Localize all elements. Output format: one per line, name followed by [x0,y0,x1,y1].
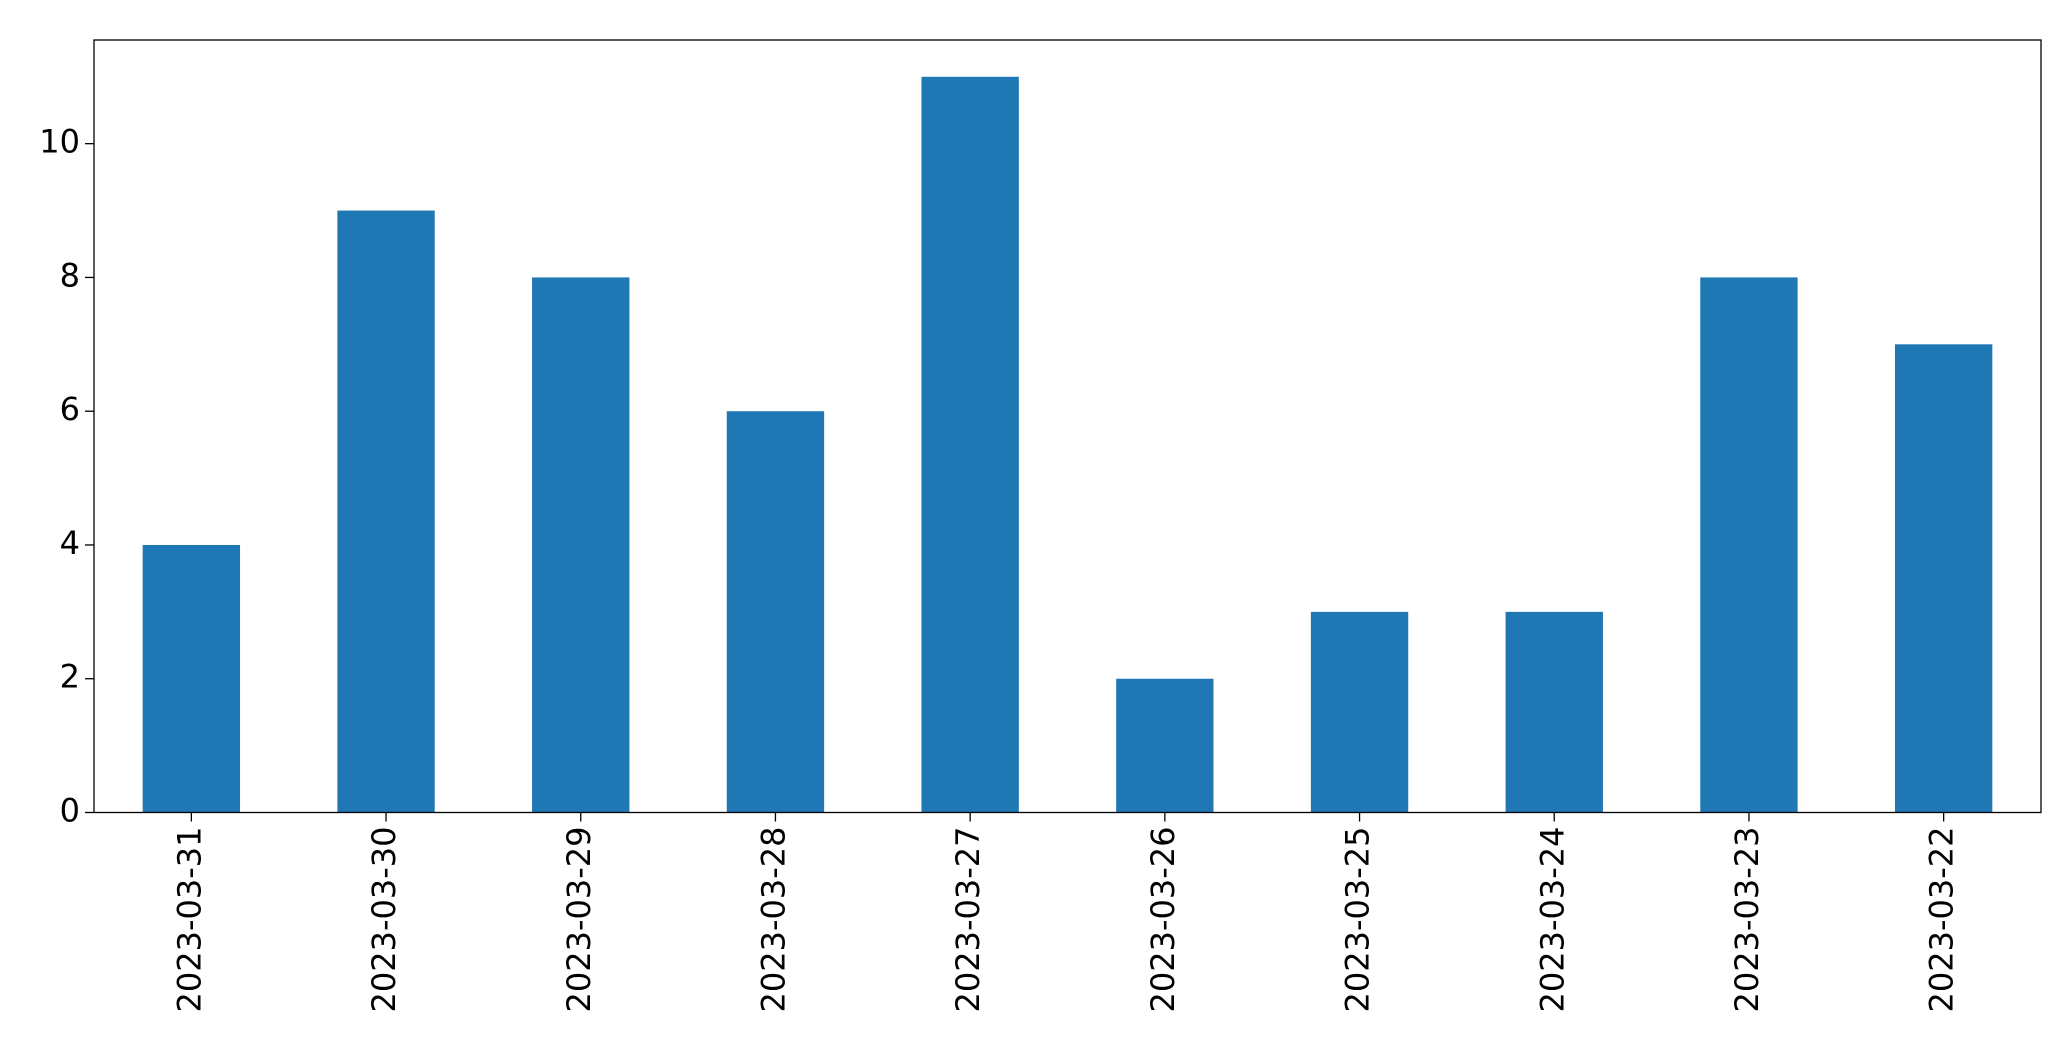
bar [921,76,1019,813]
x-tick-label: 2023-03-25 [1339,827,1377,1013]
bar [1116,678,1214,813]
plot-area [142,76,1993,813]
x-tick-label: 2023-03-24 [1533,827,1571,1013]
bar [1310,611,1409,813]
bar [142,544,241,813]
y-tick-label: 10 [39,123,80,161]
x-tick-label: 2023-03-26 [1144,827,1182,1013]
x-tick-label: 2023-03-28 [754,827,792,1013]
y-tick-label: 8 [60,256,80,294]
bar [532,277,630,813]
bar [1894,344,1993,813]
x-tick-label: 2023-03-22 [1923,826,1961,1012]
axes-frame [93,39,2042,814]
y-tick-label: 2 [60,658,80,696]
y-tick-label: 6 [60,390,80,428]
x-tick-label: 2023-03-23 [1728,827,1766,1013]
x-tick-label: 2023-03-30 [365,827,403,1013]
x-tick-label: 2023-03-27 [949,827,987,1013]
y-tick-label: 4 [60,524,80,562]
x-tick-label: 2023-03-29 [560,827,598,1013]
bar [337,210,435,813]
bar [1700,277,1798,813]
bar [726,411,825,813]
x-tick-label: 2023-03-31 [170,827,208,1013]
bar [1505,611,1603,813]
y-tick-label: 0 [60,792,80,830]
